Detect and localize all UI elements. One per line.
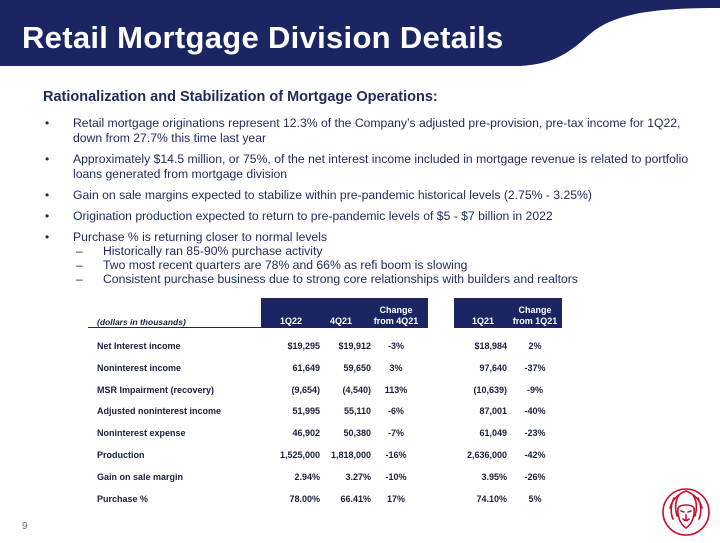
header-line: Change [518,305,552,315]
bullet-item: Approximately $14.5 million, or 75%, of … [43,152,693,182]
row-label: Noninterest income [97,362,182,373]
column-header-change-4q21: Change from 4Q21 [364,305,428,327]
sub-bullet-item: Historically ran 85-90% purchase activit… [73,244,693,259]
row-label: Production [97,450,145,460]
cell-1q22: $19,295 [287,341,320,351]
cell-1q21: $18,984 [474,341,507,351]
cell-4q21: 1,818,000 [330,450,371,460]
cell-4q21: 59,650 [343,362,371,373]
header-line: from 1Q21 [512,316,558,326]
cell-change-4q21: -7% [387,428,404,439]
title-bar: Retail Mortgage Division Details [0,0,720,80]
bullet-item-text: Purchase % is returning closer to normal… [73,230,328,244]
cell-change-1q21: 5% [528,493,542,504]
cell-1q21: 74.10% [476,493,507,504]
cell-1q21: 61,049 [479,428,507,439]
sub-bullet-list: Historically ran 85-90% purchase activit… [73,244,693,287]
bullet-item: Retail mortgage originations represent 1… [43,116,693,146]
units-label: (dollars in thousands) [97,317,186,327]
row-label: Gain on sale margin [97,471,184,482]
cell-change-1q21: 2% [528,341,542,351]
cell-1q22: 46,902 [292,428,320,439]
cell-change-1q21: -9% [526,384,543,395]
cell-change-1q21: -42% [524,450,546,460]
cell-1q21: 97,640 [479,362,507,373]
cell-4q21: 55,110 [343,406,371,417]
cell-1q22: 78.00% [289,493,320,504]
cell-change-4q21: -6% [387,406,404,417]
cell-4q21: $19,912 [338,341,371,351]
row-label: Purchase % [97,493,149,504]
title-banner-shape [0,0,720,66]
cell-change-1q21: -23% [524,428,546,439]
cell-1q22: 2.94% [294,471,320,482]
cell-1q22: (9,654) [291,384,320,395]
row-label: Adjusted noninterest income [97,406,222,417]
bullet-list: Retail mortgage originations represent 1… [43,116,693,292]
row-label: MSR Impairment (recovery) [97,384,215,395]
cell-1q21: 2,636,000 [466,450,507,460]
lion-head-logo-icon [660,486,712,543]
header-rule [454,327,562,328]
cell-4q21: 3.27% [345,471,371,482]
cell-1q22: 1,525,000 [279,450,320,460]
header-line: Change [379,305,413,315]
row-label: Noninterest expense [97,428,186,439]
sub-bullet-item: Two most recent quarters are 78% and 66%… [73,258,693,273]
bullet-item: Origination production expected to retur… [43,209,693,224]
table-header-band [261,298,428,327]
page-number: 9 [22,521,28,532]
cell-change-4q21: -10% [385,471,407,482]
bullet-item-purchase: Purchase % is returning closer to normal… [43,230,693,286]
header-rule [88,327,428,328]
cell-change-4q21: 3% [389,362,403,373]
page-title: Retail Mortgage Division Details [22,20,504,55]
cell-1q22: 51,995 [292,406,320,417]
cell-1q21: (10,639) [473,384,507,395]
column-header-change-1q21: Change from 1Q21 [508,305,562,327]
cell-change-4q21: -16% [385,450,407,460]
cell-4q21: (4,540) [342,384,371,395]
cell-1q21: 3.95% [481,471,507,482]
header-line: from 4Q21 [373,316,419,326]
row-label: Net Interest income [97,341,181,351]
cell-4q21: 66.41% [340,493,371,504]
cell-change-4q21: -3% [387,341,404,351]
cell-1q22: 61,649 [292,362,320,373]
column-header-4q21: 4Q21 [329,316,353,326]
cell-change-4q21: 17% [386,493,405,504]
cell-change-1q21: -26% [524,471,546,482]
section-subtitle: Rationalization and Stabilization of Mor… [43,89,438,105]
cell-1q21: 87,001 [479,406,507,417]
sub-bullet-item: Consistent purchase business due to stro… [73,272,693,287]
cell-change-1q21: -37% [524,362,546,373]
column-header-1q21: 1Q21 [471,316,495,326]
cell-change-1q21: -40% [524,406,546,417]
cell-4q21: 50,380 [343,428,371,439]
column-header-1q22: 1Q22 [279,316,303,326]
bullet-item: Gain on sale margins expected to stabili… [43,188,693,203]
cell-change-4q21: 113% [384,384,408,395]
table-header-band [454,298,562,327]
